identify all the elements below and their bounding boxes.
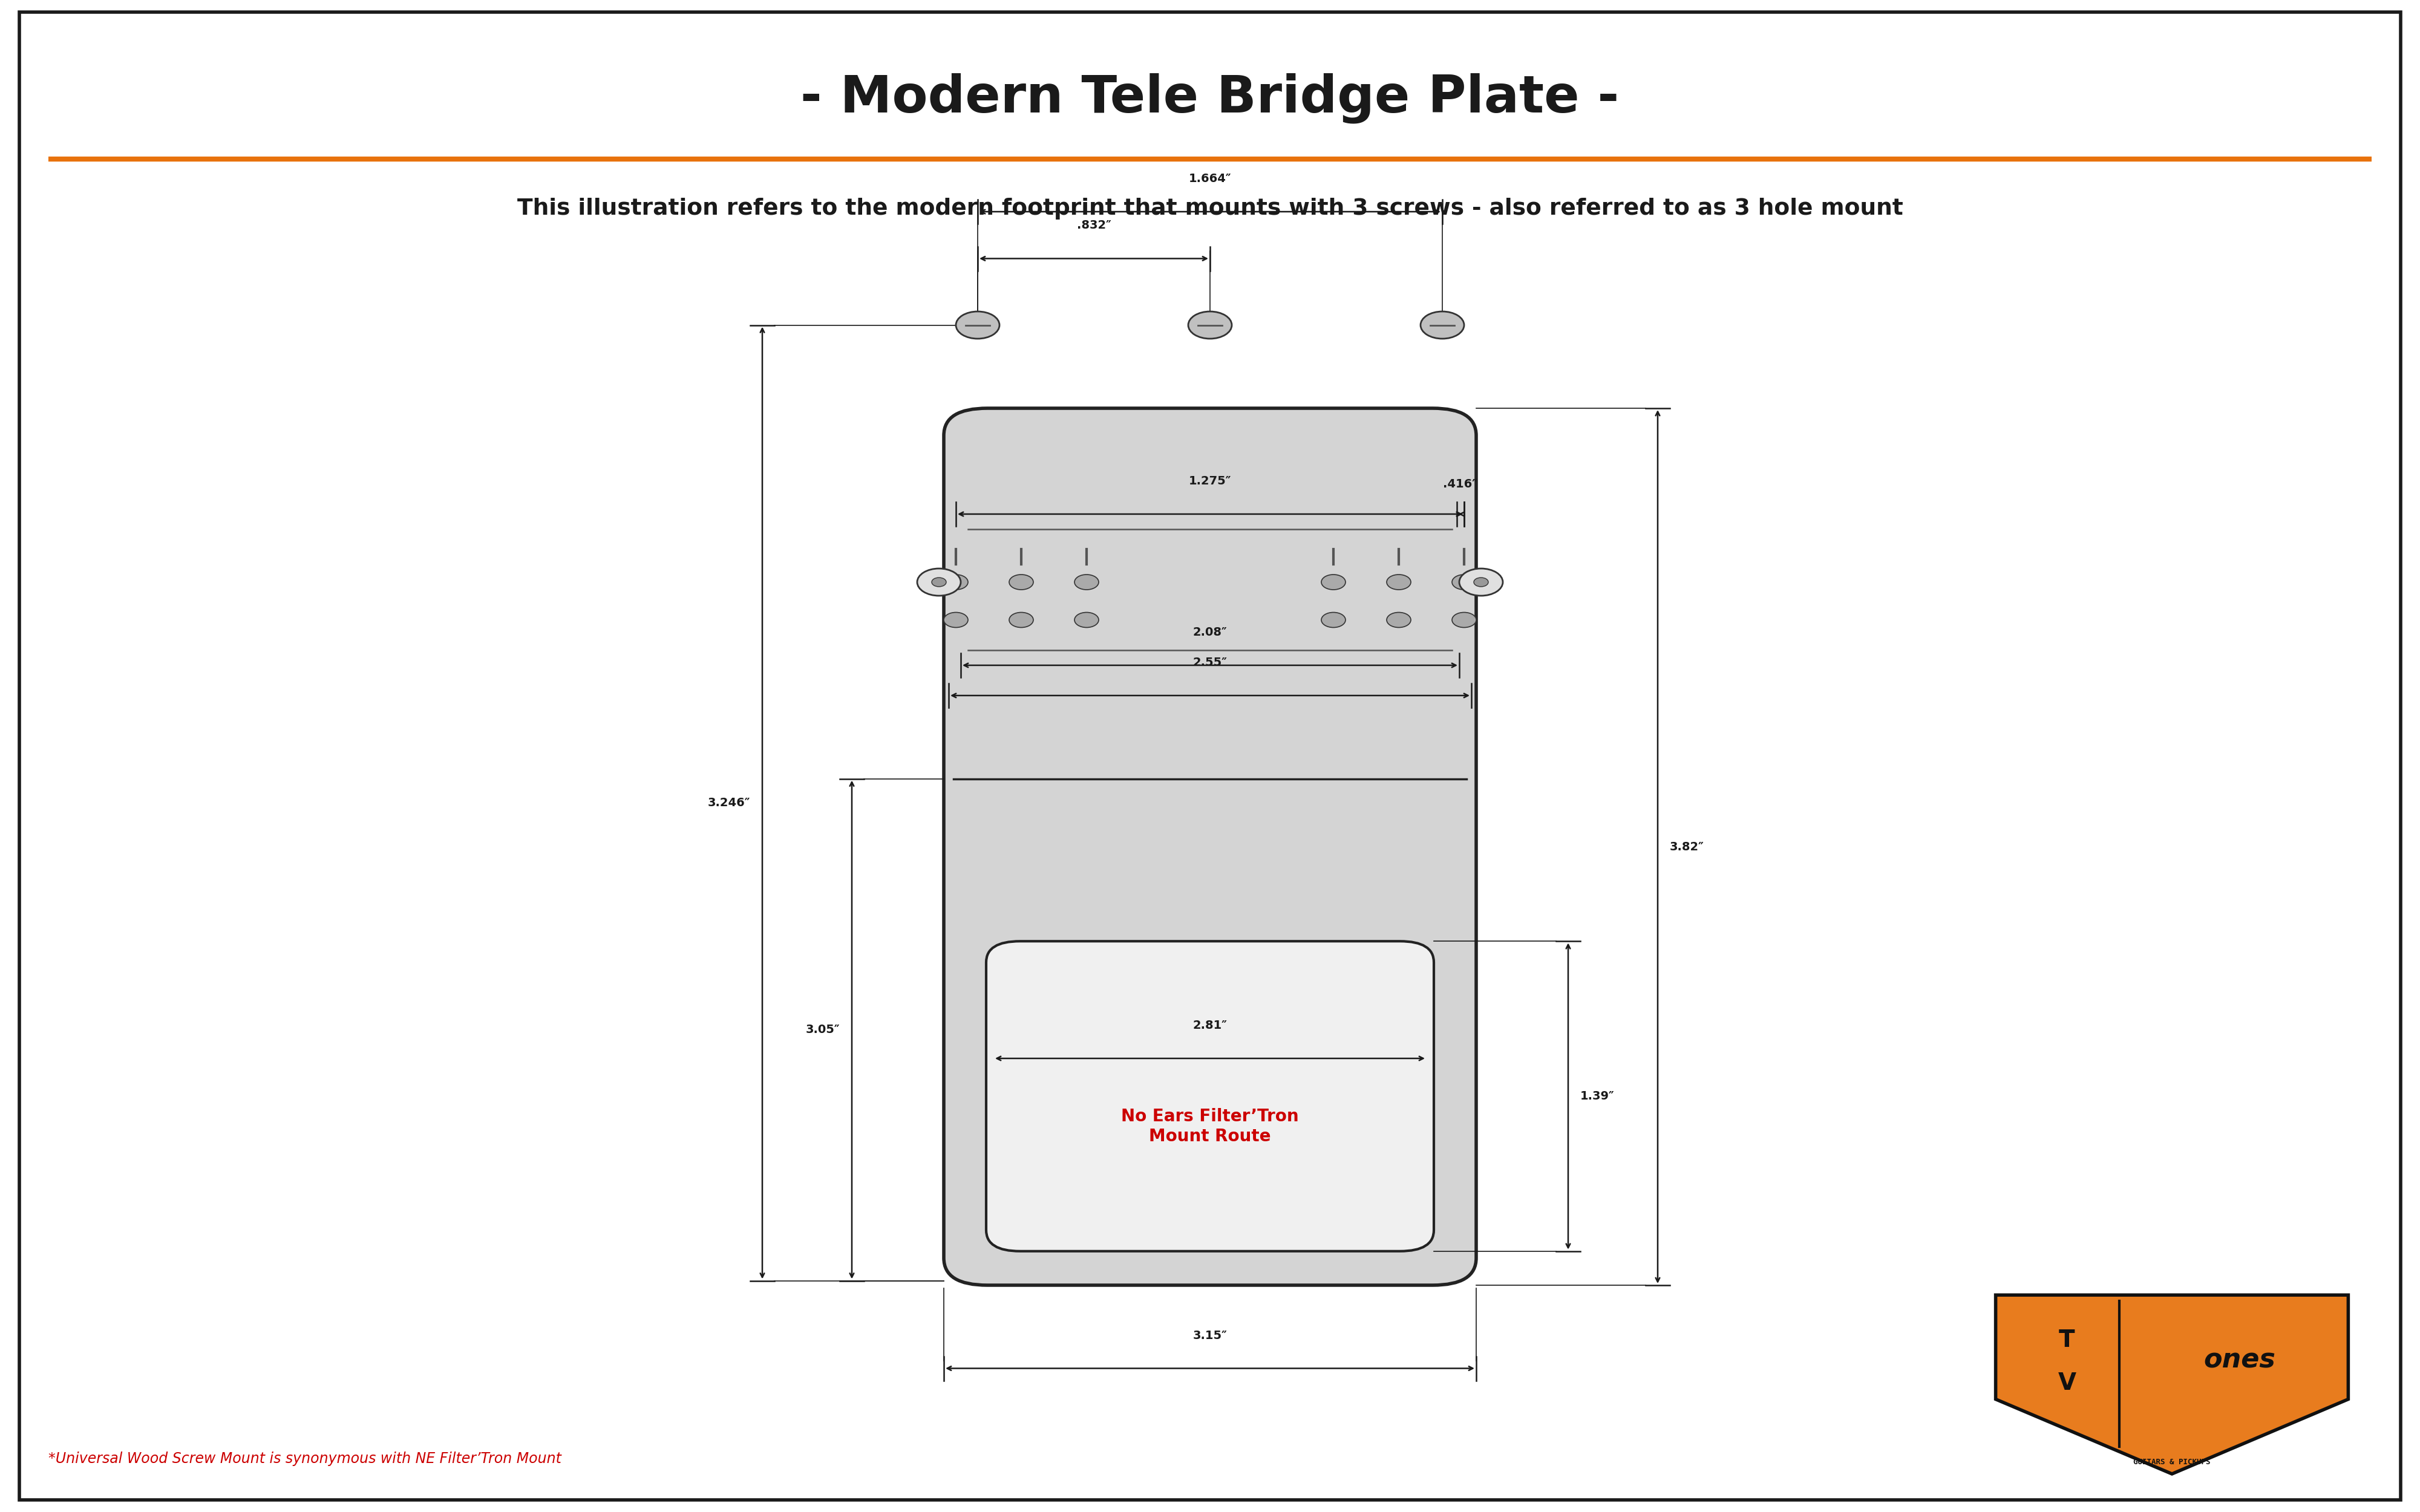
Text: 2.81″: 2.81″ <box>1193 1019 1227 1031</box>
Circle shape <box>1459 569 1503 596</box>
Circle shape <box>956 311 999 339</box>
Circle shape <box>917 569 961 596</box>
Text: ones: ones <box>2205 1347 2275 1373</box>
Circle shape <box>1387 612 1411 627</box>
Text: *Universal Wood Screw Mount is synonymous with NE Filter’Tron Mount: *Universal Wood Screw Mount is synonymou… <box>48 1452 561 1467</box>
Text: 3.82″: 3.82″ <box>1670 841 1704 853</box>
Text: GUITARS & PICKUPS: GUITARS & PICKUPS <box>2134 1458 2209 1467</box>
Circle shape <box>1074 575 1099 590</box>
Circle shape <box>1074 612 1099 627</box>
Text: 3.15″: 3.15″ <box>1193 1329 1227 1341</box>
Text: 3.05″: 3.05″ <box>806 1024 840 1036</box>
Circle shape <box>1009 575 1033 590</box>
Circle shape <box>1452 575 1476 590</box>
Text: 3.246″: 3.246″ <box>707 797 750 809</box>
Circle shape <box>1321 575 1346 590</box>
Text: 2.08″: 2.08″ <box>1193 626 1227 638</box>
Circle shape <box>1387 575 1411 590</box>
Circle shape <box>1321 612 1346 627</box>
Circle shape <box>944 612 968 627</box>
Text: No Ears Filter’Tron
Mount Route: No Ears Filter’Tron Mount Route <box>1120 1108 1300 1145</box>
Text: 1.275″: 1.275″ <box>1188 475 1232 487</box>
Text: .416″: .416″ <box>1442 478 1479 490</box>
Circle shape <box>1009 612 1033 627</box>
Circle shape <box>1452 612 1476 627</box>
Circle shape <box>932 578 946 587</box>
Circle shape <box>1188 311 1232 339</box>
FancyBboxPatch shape <box>987 940 1433 1250</box>
Text: 1.664″: 1.664″ <box>1188 172 1232 184</box>
Circle shape <box>944 575 968 590</box>
Circle shape <box>1421 311 1464 339</box>
Text: T: T <box>2059 1329 2074 1352</box>
Text: - Modern Tele Bridge Plate -: - Modern Tele Bridge Plate - <box>801 73 1619 124</box>
Text: V: V <box>2057 1371 2076 1396</box>
Text: 1.39″: 1.39″ <box>1580 1090 1614 1102</box>
Text: 2.55″: 2.55″ <box>1193 656 1227 668</box>
Text: This illustration refers to the modern footprint that mounts with 3 screws - als: This illustration refers to the modern f… <box>518 198 1902 219</box>
FancyBboxPatch shape <box>944 408 1476 1285</box>
Text: .832″: .832″ <box>1077 219 1111 231</box>
Polygon shape <box>1996 1294 2347 1474</box>
Circle shape <box>1474 578 1488 587</box>
